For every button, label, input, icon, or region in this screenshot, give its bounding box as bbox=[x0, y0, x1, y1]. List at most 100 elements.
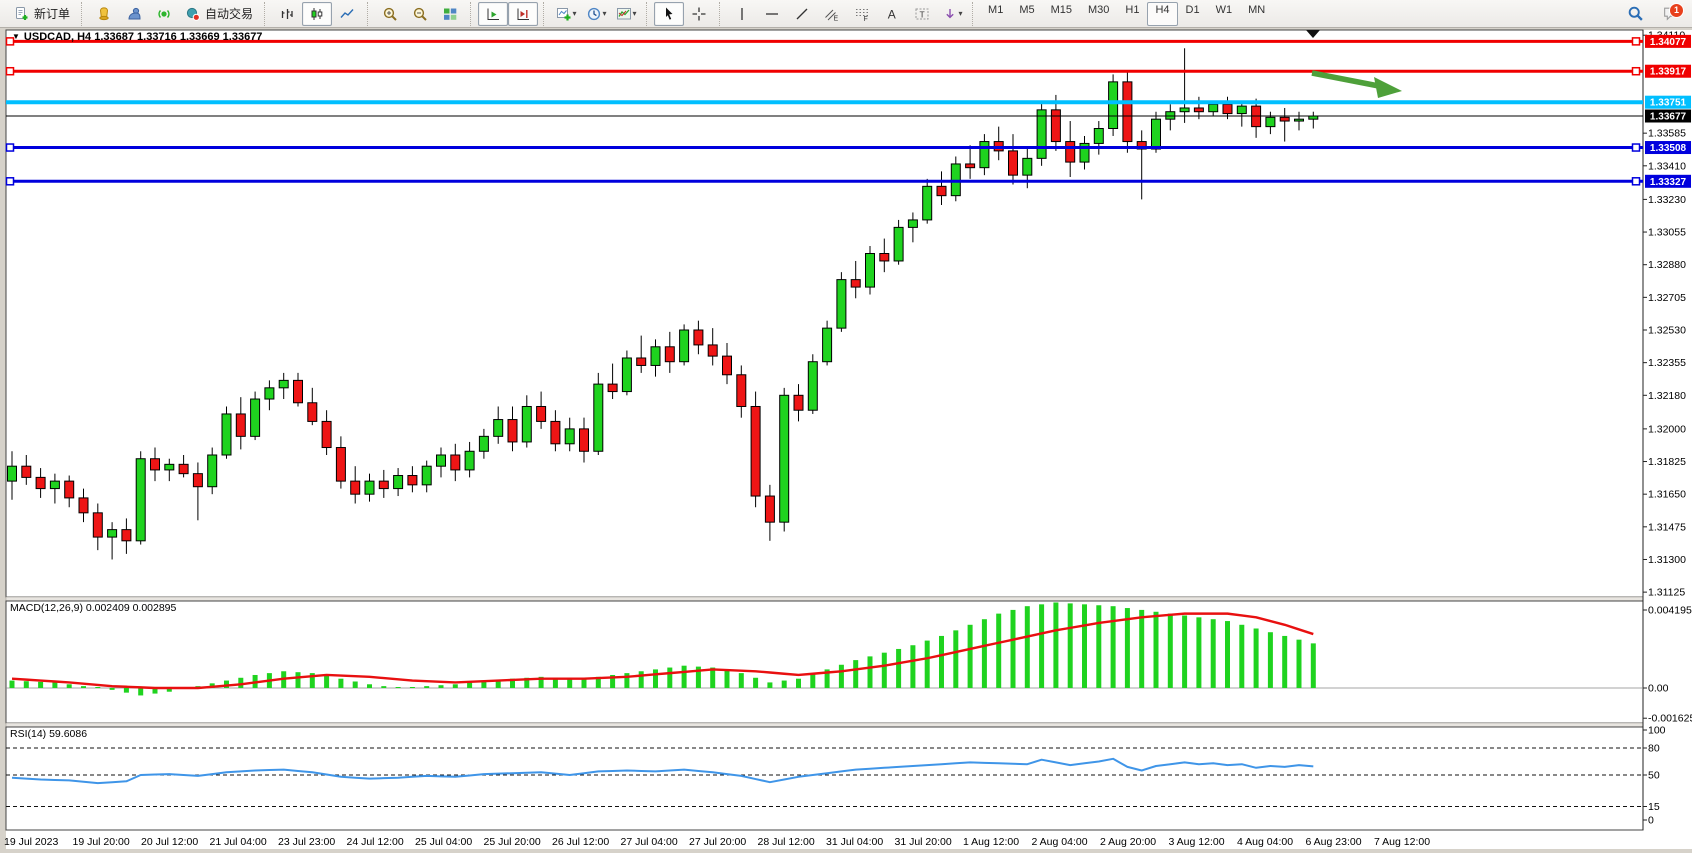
bar-chart-button[interactable] bbox=[272, 2, 302, 26]
time-axis-label: 25 Jul 04:00 bbox=[415, 836, 472, 848]
timeframe-m30-button[interactable]: M30 bbox=[1088, 3, 1110, 16]
line-chart-button[interactable] bbox=[332, 2, 362, 26]
macd-histogram-bar bbox=[939, 635, 944, 688]
svg-text:T: T bbox=[920, 9, 925, 19]
candle-bullish bbox=[278, 379, 289, 389]
macd-histogram-bar bbox=[581, 677, 587, 688]
line-handle[interactable] bbox=[1631, 143, 1641, 152]
macd-histogram-bar bbox=[824, 669, 830, 688]
fibonacci-icon: F bbox=[856, 8, 869, 22]
indicators-button[interactable]: ▾ bbox=[551, 2, 581, 26]
time-axis-label: 23 Jul 23:00 bbox=[278, 836, 335, 848]
time-axis-label: 28 Jul 12:00 bbox=[758, 836, 815, 848]
panel-resizer-1[interactable] bbox=[5, 596, 1644, 602]
price-tick-label: 1.31125 bbox=[1648, 587, 1685, 599]
line-handle[interactable] bbox=[5, 66, 15, 76]
crosshair-button[interactable] bbox=[684, 2, 714, 26]
price-badge[interactable] bbox=[1645, 141, 1691, 155]
macd-tick-label: -0.001625 bbox=[1648, 713, 1692, 725]
templates-icon bbox=[616, 7, 631, 19]
new-chart-button[interactable] bbox=[119, 2, 149, 26]
green-arrow-annotation[interactable] bbox=[1311, 70, 1385, 90]
candle-bearish bbox=[507, 419, 518, 443]
auto-trading-button[interactable]: 自动交易 bbox=[179, 2, 259, 26]
search-button[interactable] bbox=[1620, 2, 1650, 26]
timeframe-m15-button[interactable]: M15 bbox=[1050, 3, 1072, 16]
timeframe-d1-button[interactable]: D1 bbox=[1185, 3, 1200, 16]
signals-button[interactable] bbox=[149, 2, 179, 26]
vertical-line-button[interactable] bbox=[727, 2, 757, 26]
macd-histogram-bar bbox=[1267, 632, 1273, 688]
notifications-button[interactable]: 1 bbox=[1658, 2, 1684, 25]
panel-resizer-2[interactable] bbox=[5, 722, 1644, 728]
macd-histogram-bar bbox=[838, 664, 844, 688]
arrows-button[interactable]: ▾ bbox=[937, 2, 967, 26]
line-handle[interactable] bbox=[5, 37, 15, 46]
candle-bearish bbox=[664, 346, 675, 363]
line-handle[interactable] bbox=[1631, 66, 1641, 76]
new-order-button[interactable]: 新订单 bbox=[8, 2, 76, 26]
profiles-button[interactable] bbox=[89, 2, 119, 26]
equidistant-channel-button[interactable]: E bbox=[817, 2, 847, 26]
trendline-button[interactable] bbox=[787, 2, 817, 26]
chart-shift-button[interactable] bbox=[508, 1, 539, 26]
periods-caret-icon: ▾ bbox=[602, 9, 607, 18]
candle-bearish bbox=[693, 329, 704, 346]
svg-text:F: F bbox=[864, 16, 868, 22]
chart-menu-icon[interactable]: ▼ bbox=[12, 32, 20, 41]
trendline-icon bbox=[796, 8, 808, 19]
macd-histogram-bar bbox=[495, 679, 501, 688]
line-handle[interactable] bbox=[5, 143, 15, 152]
auto-scroll-button[interactable] bbox=[478, 1, 509, 26]
candle-bullish bbox=[250, 398, 261, 437]
candle-bearish bbox=[850, 279, 861, 288]
candle-bullish bbox=[264, 387, 275, 400]
price-badge[interactable] bbox=[1645, 34, 1691, 48]
new-order-icon bbox=[16, 6, 28, 20]
line-handle[interactable] bbox=[1631, 37, 1641, 46]
zoom-out-icon bbox=[413, 7, 427, 21]
text-button[interactable]: A bbox=[877, 2, 907, 26]
timeframe-w1-button[interactable]: W1 bbox=[1215, 3, 1233, 16]
rsi-panel bbox=[5, 726, 1644, 831]
horizontal-line-button[interactable] bbox=[757, 2, 787, 26]
price-badge[interactable] bbox=[1645, 174, 1691, 188]
vertical-line-icon bbox=[741, 7, 743, 20]
rsi-line bbox=[11, 757, 1314, 785]
timeframe-mn-button[interactable]: MN bbox=[1248, 3, 1266, 16]
candlestick-chart-button[interactable] bbox=[302, 1, 333, 26]
cursor-button[interactable] bbox=[654, 1, 685, 26]
text-label-button[interactable]: T bbox=[907, 2, 937, 26]
arrows-icon bbox=[945, 8, 954, 18]
timeframe-h4-button[interactable]: H4 bbox=[1147, 1, 1178, 26]
zoom-out-button[interactable] bbox=[405, 2, 435, 26]
timeframe-m5-button[interactable]: M5 bbox=[1019, 3, 1035, 16]
time-axis-label: 6 Aug 23:00 bbox=[1306, 836, 1362, 848]
time-axis-label: 4 Aug 04:00 bbox=[1237, 836, 1293, 848]
candle-bearish bbox=[1122, 81, 1133, 143]
candle-bearish bbox=[293, 379, 303, 404]
price-badge[interactable] bbox=[1645, 64, 1691, 78]
text-icon: A bbox=[888, 7, 896, 21]
price-badge[interactable] bbox=[1645, 109, 1691, 123]
zoom-in-button[interactable] bbox=[375, 2, 405, 26]
profiles-icon bbox=[99, 6, 109, 20]
macd-histogram-bar bbox=[23, 681, 29, 688]
time-axis-label: 7 Aug 12:00 bbox=[1374, 836, 1430, 848]
line-handle[interactable] bbox=[1631, 177, 1641, 186]
line-handle[interactable] bbox=[5, 177, 15, 186]
candle-bearish bbox=[1050, 109, 1061, 143]
time-axis-label: 26 Jul 12:00 bbox=[552, 836, 609, 848]
price-badge[interactable] bbox=[1645, 95, 1691, 109]
price-tick-label: 1.31650 bbox=[1648, 489, 1686, 501]
tile-windows-button[interactable] bbox=[435, 2, 465, 26]
templates-button[interactable]: ▾ bbox=[611, 2, 641, 26]
chart-canvas[interactable]: 1.341101.335851.334101.332301.330551.328… bbox=[0, 28, 1692, 853]
candle-bearish bbox=[1008, 150, 1018, 176]
macd-histogram-bar bbox=[996, 613, 1002, 688]
price-tick-label: 1.32355 bbox=[1648, 357, 1686, 369]
fibonacci-button[interactable]: F bbox=[847, 2, 877, 26]
timeframe-m1-button[interactable]: M1 bbox=[988, 3, 1004, 16]
timeframe-h1-button[interactable]: H1 bbox=[1125, 3, 1140, 16]
periods-button[interactable]: ▾ bbox=[581, 2, 611, 26]
